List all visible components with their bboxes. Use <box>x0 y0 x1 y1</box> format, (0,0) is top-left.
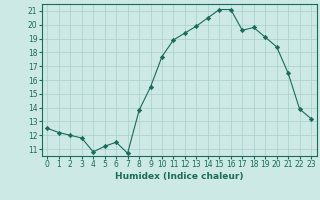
X-axis label: Humidex (Indice chaleur): Humidex (Indice chaleur) <box>115 172 244 181</box>
